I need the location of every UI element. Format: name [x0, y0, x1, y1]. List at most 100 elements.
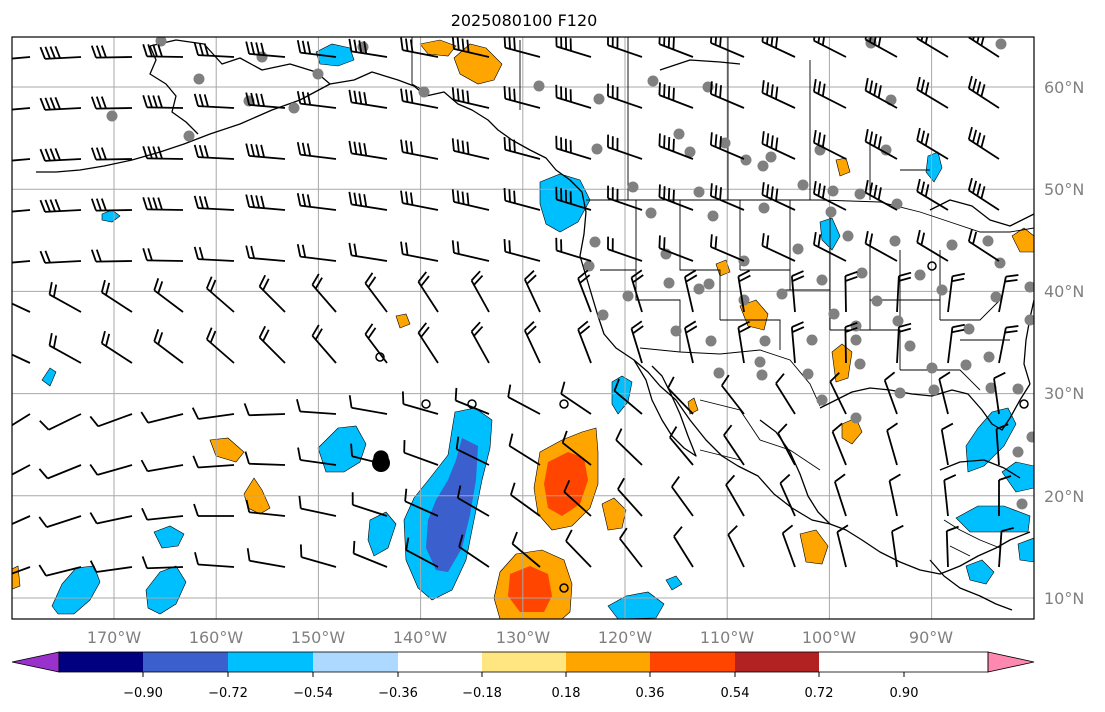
negative-anomaly-region	[41, 367, 57, 387]
wind-barb	[400, 139, 439, 160]
wind-barb	[140, 411, 184, 424]
negative-anomaly-region	[153, 525, 185, 549]
wind-barb	[630, 320, 644, 364]
colorbar-segment	[482, 652, 566, 672]
wind-barb	[194, 552, 235, 568]
wind-barb	[709, 183, 745, 211]
wind-barb	[90, 198, 133, 212]
wind-barb	[813, 181, 847, 211]
wind-barb	[555, 186, 592, 211]
wind-barb	[995, 423, 1009, 466]
calm-wind-circle	[559, 583, 569, 593]
wind-barb	[565, 529, 592, 568]
wind-barb	[90, 96, 133, 110]
wind-barb	[883, 371, 898, 415]
station-dot	[754, 356, 766, 368]
wind-barb	[555, 237, 592, 262]
alaska-west-coast	[149, 45, 199, 135]
wind-barb	[938, 371, 951, 415]
wind-barb	[813, 130, 847, 160]
station-dot	[583, 260, 595, 272]
wind-barb	[451, 37, 490, 58]
cuba-coast	[939, 459, 1021, 479]
colorbar-min-extension	[11, 651, 60, 673]
wind-barb	[245, 499, 286, 517]
wind-barb	[140, 459, 184, 473]
positive-anomaly-region	[395, 313, 411, 329]
wind-barb	[350, 443, 388, 466]
colorbar-max-extension	[987, 651, 1035, 673]
station-dot	[894, 387, 906, 399]
station-dot	[1024, 281, 1034, 293]
calm-wind-circle	[1019, 399, 1029, 409]
station-dot	[827, 185, 839, 197]
wind-barb	[508, 433, 541, 466]
positive-anomaly-region	[453, 43, 503, 85]
alaska-coastline	[149, 39, 583, 193]
wind-barb	[243, 403, 286, 417]
station-dot	[960, 359, 972, 371]
wind-barb	[12, 566, 31, 575]
wind-barb	[451, 138, 490, 160]
station-dot	[856, 267, 868, 279]
positive-anomaly-region	[601, 497, 627, 531]
wind-barb	[258, 274, 286, 313]
lat-label-10n: 10°N	[1044, 589, 1084, 608]
colorbar-outline	[58, 651, 989, 673]
wind-barb	[191, 407, 235, 420]
wind-barb	[39, 413, 82, 431]
station-dot	[985, 382, 997, 394]
wind-barb	[193, 42, 235, 58]
wind-barb	[967, 126, 1000, 160]
wind-barb	[12, 302, 31, 313]
negative-anomaly-region	[315, 43, 355, 67]
station-dot	[1016, 498, 1028, 510]
station-dot	[995, 38, 1007, 50]
wind-barb	[673, 526, 694, 568]
colorbar-tick-label: −0.90	[123, 686, 163, 701]
station-dot	[673, 128, 685, 140]
wind-barb	[779, 473, 796, 517]
station-dot	[825, 206, 837, 218]
station-dot	[946, 239, 958, 251]
wind-barb	[886, 422, 899, 466]
wind-barb	[761, 233, 796, 262]
station-dot	[155, 37, 167, 47]
map-title: 2025080100 F120	[451, 11, 598, 30]
colorbar-tick-label: −0.72	[208, 686, 248, 701]
wind-barb	[790, 270, 805, 313]
hudson-bay-coast	[929, 199, 1034, 227]
wind-barb	[947, 272, 965, 313]
wind-barb	[297, 447, 337, 466]
wind-barb	[296, 244, 337, 262]
positive-anomaly-region	[508, 566, 552, 612]
positive-anomaly-region	[1011, 227, 1034, 253]
wind-barb	[684, 320, 698, 364]
station-dot	[663, 277, 675, 289]
wind-barb	[577, 269, 592, 313]
wind-barb	[205, 327, 235, 364]
wind-barb	[555, 84, 592, 109]
colorbar-tick-labels: −0.90 −0.72 −0.54 −0.36 −0.18 0.18 0.36 …	[123, 686, 918, 701]
wind-barb	[658, 133, 694, 160]
baffin-coast	[659, 59, 741, 71]
wind-barb	[555, 135, 592, 160]
colorbar-segment	[566, 652, 650, 672]
station-dot	[871, 295, 883, 307]
wind-barb	[90, 45, 133, 59]
wind-barb	[864, 179, 898, 211]
colorbar-segment	[398, 652, 482, 672]
station-dot	[193, 73, 205, 85]
wind-barb	[761, 37, 796, 58]
station-dot	[756, 369, 768, 381]
gulf-coast	[759, 383, 1031, 525]
station-dot	[719, 137, 731, 149]
wind-barb	[89, 463, 133, 476]
wind-barb	[451, 87, 490, 109]
wind-barb	[864, 230, 898, 262]
wind-barb	[153, 329, 184, 364]
wind-barb	[523, 270, 541, 313]
wind-barb	[192, 455, 235, 469]
east-coast	[1023, 299, 1034, 385]
wind-barb	[945, 525, 959, 568]
